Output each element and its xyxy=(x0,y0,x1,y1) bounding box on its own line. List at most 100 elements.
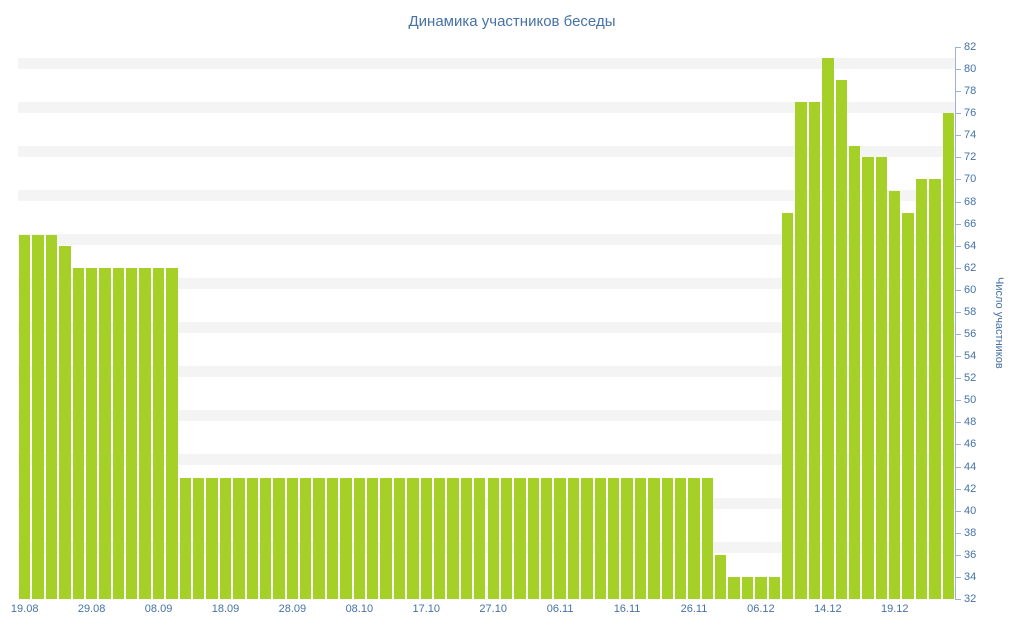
plot-area[interactable] xyxy=(18,47,955,599)
y-tick-mark xyxy=(955,554,961,556)
bar[interactable] xyxy=(447,477,459,599)
y-tick-mark xyxy=(955,334,961,336)
bar[interactable] xyxy=(407,477,419,599)
bar[interactable] xyxy=(500,477,513,599)
y-tick-label: 50 xyxy=(964,394,977,407)
bar[interactable] xyxy=(139,267,151,599)
bar[interactable] xyxy=(822,58,834,599)
x-tick-label: 19.12 xyxy=(880,603,909,615)
bar[interactable] xyxy=(728,576,740,599)
bar[interactable] xyxy=(152,267,165,599)
bar[interactable] xyxy=(755,576,767,599)
bar[interactable] xyxy=(193,477,205,599)
y-tick-mark xyxy=(955,135,961,137)
bar[interactable] xyxy=(942,113,954,599)
bar[interactable] xyxy=(340,477,352,599)
y-tick-label: 82 xyxy=(964,41,977,53)
bar[interactable] xyxy=(19,234,31,599)
bar[interactable] xyxy=(862,157,874,599)
y-tick-label: 42 xyxy=(964,482,977,495)
bar[interactable] xyxy=(541,477,553,599)
bar[interactable] xyxy=(768,576,780,599)
bar[interactable] xyxy=(701,477,714,599)
bar[interactable] xyxy=(808,102,821,599)
bar[interactable] xyxy=(313,477,325,599)
bar[interactable] xyxy=(514,477,526,599)
y-tick-mark xyxy=(955,113,961,115)
bar[interactable] xyxy=(554,477,566,599)
y-tick-label: 62 xyxy=(964,261,977,274)
bar[interactable] xyxy=(715,554,727,599)
bar[interactable] xyxy=(902,212,914,599)
bar[interactable] xyxy=(166,267,178,599)
bar[interactable] xyxy=(487,477,499,599)
y-tick-mark xyxy=(955,444,961,446)
bar[interactable] xyxy=(179,477,191,599)
y-tick-mark xyxy=(955,400,961,402)
y-tick-mark xyxy=(955,599,961,600)
y-tick-label: 46 xyxy=(964,438,977,451)
bar[interactable] xyxy=(848,146,861,599)
chart-title: Динамика участников беседы xyxy=(408,13,616,30)
y-tick-label: 58 xyxy=(964,305,977,318)
y-tick-mark xyxy=(955,201,961,203)
bar[interactable] xyxy=(567,477,580,599)
bar[interactable] xyxy=(835,80,847,599)
bar[interactable] xyxy=(875,157,888,599)
bar[interactable] xyxy=(300,477,312,599)
y-tick-mark xyxy=(955,47,961,48)
bar[interactable] xyxy=(380,477,392,599)
bar[interactable] xyxy=(32,234,44,599)
bar[interactable] xyxy=(393,477,406,599)
bar[interactable] xyxy=(433,477,446,599)
y-tick-mark xyxy=(955,532,961,534)
bar[interactable] xyxy=(246,477,258,599)
bar[interactable] xyxy=(607,477,620,599)
bar[interactable] xyxy=(634,477,647,599)
y-tick-mark xyxy=(955,510,961,512)
bar[interactable] xyxy=(112,267,125,599)
y-tick-mark xyxy=(955,356,961,358)
bar[interactable] xyxy=(206,477,218,599)
bar[interactable] xyxy=(367,477,379,599)
bar[interactable] xyxy=(781,212,794,599)
bar[interactable] xyxy=(594,477,606,599)
bar[interactable] xyxy=(126,267,138,599)
bar[interactable] xyxy=(661,477,673,599)
bar[interactable] xyxy=(474,477,486,599)
x-tick-label: 26.11 xyxy=(680,603,708,615)
bar[interactable] xyxy=(688,477,700,599)
bar[interactable] xyxy=(795,102,807,599)
bar[interactable] xyxy=(420,477,432,599)
bar[interactable] xyxy=(741,576,754,599)
bar[interactable] xyxy=(72,267,84,599)
bar[interactable] xyxy=(889,190,901,599)
y-tick-label: 52 xyxy=(964,372,977,385)
bar[interactable] xyxy=(326,477,339,599)
bar[interactable] xyxy=(621,477,633,599)
bar[interactable] xyxy=(915,179,928,599)
y-tick-label: 74 xyxy=(964,129,977,142)
bar[interactable] xyxy=(286,477,299,599)
y-tick-mark xyxy=(955,488,961,490)
bar[interactable] xyxy=(460,477,473,599)
y-tick-label: 60 xyxy=(964,283,977,296)
bar[interactable] xyxy=(85,267,98,599)
bar[interactable] xyxy=(674,477,687,599)
bar[interactable] xyxy=(219,477,232,599)
bar[interactable] xyxy=(233,477,245,599)
bar[interactable] xyxy=(581,477,593,599)
bar[interactable] xyxy=(273,477,285,599)
bar[interactable] xyxy=(99,267,111,599)
y-tick-mark xyxy=(955,289,961,291)
y-tick-mark xyxy=(955,422,961,424)
y-tick-mark xyxy=(955,69,961,71)
bar[interactable] xyxy=(353,477,366,599)
bar[interactable] xyxy=(527,477,540,599)
bar[interactable] xyxy=(648,477,660,599)
bar[interactable] xyxy=(259,477,272,599)
x-tick-label: 08.09 xyxy=(144,603,173,615)
bar[interactable] xyxy=(929,179,941,599)
bar[interactable] xyxy=(59,245,71,599)
bar[interactable] xyxy=(45,234,58,599)
